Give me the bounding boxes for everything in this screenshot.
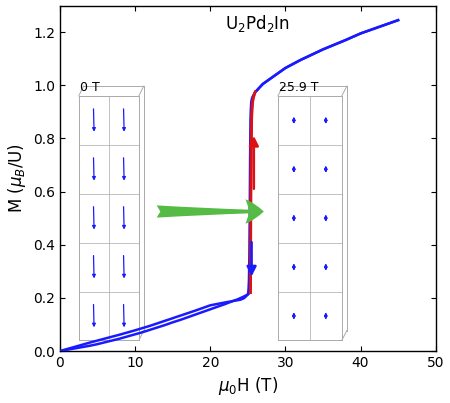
Text: 0 T: 0 T <box>80 81 100 93</box>
X-axis label: $\mu_0$H (T): $\mu_0$H (T) <box>218 376 278 397</box>
Text: U$_2$Pd$_2$In: U$_2$Pd$_2$In <box>225 13 290 35</box>
Y-axis label: M ($\mu_B$/U): M ($\mu_B$/U) <box>5 143 27 213</box>
Text: 25.9 T: 25.9 T <box>279 81 319 93</box>
